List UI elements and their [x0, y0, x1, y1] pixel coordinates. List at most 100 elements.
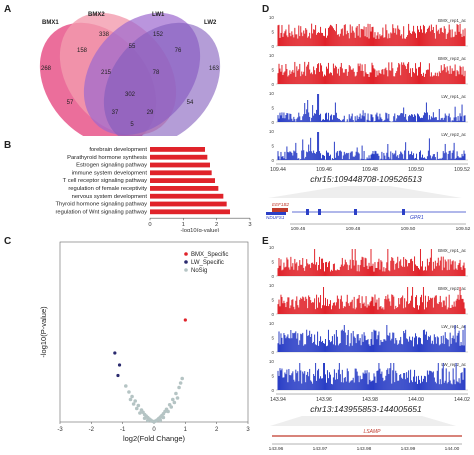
venn-set-label-lw2: LW2	[204, 20, 217, 26]
bar	[150, 209, 230, 215]
legend-marker	[184, 252, 188, 256]
venn-count: 55	[129, 44, 136, 50]
legend-marker	[184, 260, 188, 264]
venn-ellipse-lw2	[103, 22, 221, 136]
venn-count: 37	[112, 110, 119, 116]
track-x-tick-label: 143.98	[362, 397, 378, 403]
x-tick-label: 2	[215, 222, 218, 228]
bar-category-label: regulation of female receptivity	[68, 186, 147, 192]
legend-label: NoSig	[191, 268, 207, 274]
track-x-tick-label: 109.46	[316, 167, 332, 173]
gene-label: LSAMP	[364, 429, 382, 435]
track-x-tick-label: 143.94	[270, 397, 286, 403]
bar	[150, 178, 215, 183]
scatter-point	[130, 394, 134, 399]
track-x-tick-label: 109.44	[270, 167, 286, 173]
bar-category-label: Thyroid hormone signaling pathway	[55, 202, 147, 208]
venn-set-label-bmx2: BMX2	[88, 12, 105, 18]
scatter-point	[145, 418, 150, 423]
scatter-point	[177, 385, 181, 390]
legend-marker	[184, 268, 188, 272]
panel-label-d: D	[262, 4, 270, 15]
scatter-point	[124, 384, 128, 388]
gene-axis-tick-label: 109.46	[291, 226, 306, 232]
track-y-tick: 5	[271, 68, 274, 73]
bar-category-label: immune system development	[72, 170, 148, 176]
track-y-tick: 5	[271, 260, 274, 265]
gene-axis-tick-label: 109.50	[401, 226, 416, 232]
venn-count: 152	[153, 32, 164, 38]
scatter-point	[180, 376, 184, 381]
venn-count: 54	[187, 100, 194, 106]
track-y-tick: 5	[271, 144, 274, 149]
scatter-point	[136, 403, 141, 408]
bar	[150, 170, 212, 176]
plot-frame	[59, 241, 249, 423]
track-y-tick: 10	[269, 359, 275, 364]
track-x-tick-label: 144.02	[454, 397, 470, 403]
track-y-tick: 5	[271, 106, 274, 111]
track-y-tick: 0	[271, 388, 274, 393]
track-y-tick: 10	[269, 283, 275, 288]
gene-label: EEF1B2	[272, 202, 290, 207]
scatter-point	[175, 396, 180, 400]
bar-category-label: Estrogen signaling pathway	[76, 163, 147, 169]
track-label: LW_rep1_ac	[441, 94, 466, 99]
gene-exon	[402, 209, 405, 215]
venn-diagram: BMX1 BMX2 LW1 LW2 268 338 152 163 158 55…	[39, 12, 221, 136]
gene-axis-tick-label: 143.99	[401, 446, 416, 452]
venn-count: 215	[101, 70, 112, 76]
scatter-point	[133, 399, 137, 403]
volcano-plot: -3 -2 -1 0 1 2 3 log2(Fold Change) -log10(P-valu…	[39, 241, 250, 443]
gene-exon	[306, 209, 309, 215]
panel-label-c: C	[4, 236, 12, 247]
panel-label-a: A	[4, 4, 12, 15]
scatter-point	[158, 418, 163, 422]
gene-axis-tick-label: 109.48	[346, 226, 361, 232]
venn-count: 338	[99, 32, 110, 38]
track-label: BMX_rep2_ac	[438, 286, 467, 291]
track-label: LW_rep2_ac	[441, 132, 466, 137]
scatter-point	[128, 397, 133, 402]
venn-count: 78	[153, 70, 160, 76]
gene-exon	[354, 209, 357, 215]
gene-model	[272, 208, 288, 212]
x-tick-label: -2	[89, 427, 95, 433]
zoom-wedge	[270, 416, 456, 426]
venn-count: 5	[130, 122, 134, 128]
track-y-tick: 0	[271, 44, 274, 49]
bar	[150, 154, 208, 160]
track-y-tick: 10	[269, 53, 275, 58]
x-tick-label: 0	[148, 222, 151, 228]
venn-count: 57	[67, 100, 74, 106]
track-label: BMX_rep1_ac	[438, 18, 467, 23]
gene-model	[266, 212, 286, 215]
track-y-tick: 5	[271, 298, 274, 303]
gene-axis-tick-label: 143.98	[357, 446, 372, 452]
track-y-tick: 10	[269, 321, 275, 326]
gene-axis-tick-label: 143.96	[269, 446, 284, 452]
track-label: BMX_rep1_ac	[438, 248, 467, 253]
bar-category-label: Parathyroid hormone synthesis	[67, 155, 147, 161]
bar	[150, 162, 210, 168]
scatter-point	[142, 416, 147, 421]
panel-label-e: E	[262, 236, 269, 247]
track-y-tick: 0	[271, 158, 274, 163]
scatter-point	[183, 318, 187, 322]
scatter-point	[131, 402, 136, 406]
scatter-point	[138, 411, 142, 415]
scatter-point	[169, 405, 174, 409]
track-y-tick: 0	[271, 82, 274, 87]
track-x-tick-label: 109.52	[454, 167, 470, 173]
venn-set-label-bmx1: BMX1	[42, 20, 59, 26]
track-y-tick: 5	[271, 336, 274, 341]
track-label: LW_rep2_ac	[441, 362, 466, 367]
venn-count: 76	[175, 48, 182, 54]
track-label: LW_rep1_ac	[441, 324, 466, 329]
scatter-point	[134, 406, 139, 411]
gene-axis-tick-label: 143.97	[313, 446, 328, 452]
track-label: BMX_rep2_ac	[438, 56, 467, 61]
venn-count: 302	[125, 92, 136, 98]
scatter-point	[161, 415, 166, 420]
track-x-tick-label: 109.50	[408, 167, 424, 173]
